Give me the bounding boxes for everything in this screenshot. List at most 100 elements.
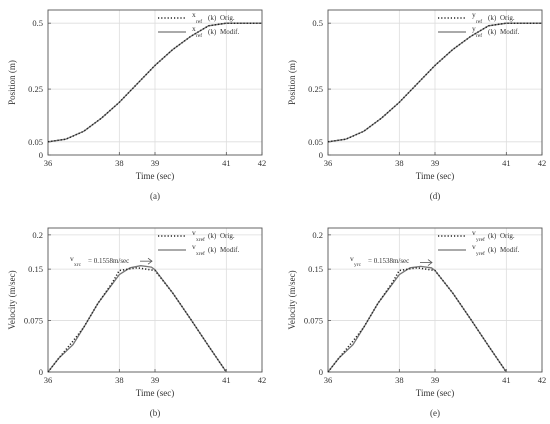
x-tick-label: 42 xyxy=(258,158,267,168)
x-axis-label: Time (sec) xyxy=(416,171,454,181)
x-tick-label: 42 xyxy=(538,375,547,385)
x-tick-label: 39 xyxy=(151,158,160,168)
x-tick-label: 38 xyxy=(115,158,124,168)
legend-symbol: v xyxy=(192,228,196,237)
series-line-orig xyxy=(327,267,507,373)
legend-label: Orig. xyxy=(500,232,515,240)
y-tick-label: 0 xyxy=(39,150,43,160)
y-tick-label: 0.5 xyxy=(32,18,43,28)
legend-arg: (k) xyxy=(488,28,497,36)
annotation-arrowhead xyxy=(147,257,153,265)
y-tick-label: 0.05 xyxy=(28,137,43,147)
chart-panel-e: 36 38 39 41 42 0 0.075 0.15 0.2 Time (sec) Velocit… xyxy=(287,227,547,418)
y-axis-label: Position (m) xyxy=(7,60,17,105)
legend: xref (k) Orig.xref (k) Modif. xyxy=(158,10,240,39)
chart-panel-d: 36 38 39 41 42 0 0.05 0.25 0.5 Time (sec) Position… xyxy=(287,9,547,201)
legend-label: Orig. xyxy=(220,232,235,240)
y-tick-label: 0.5 xyxy=(312,18,323,28)
legend: yref (k) Orig.yref (k) Modif. xyxy=(438,10,520,39)
annotation-symbol: v xyxy=(350,254,354,263)
annotation-subscript: xrc xyxy=(74,262,82,268)
x-tick-label: 42 xyxy=(258,375,267,385)
x-tick-label: 39 xyxy=(431,158,440,168)
y-tick-label: 0.075 xyxy=(24,316,43,326)
y-tick-label: 0.15 xyxy=(308,264,323,274)
y-tick-label: 0.2 xyxy=(32,230,43,240)
panel-caption: (d) xyxy=(430,191,441,201)
legend-label: Orig. xyxy=(500,14,515,22)
y-tick-label: 0.25 xyxy=(308,84,323,94)
y-tick-label: 0.15 xyxy=(28,264,43,274)
legend-symbol: v xyxy=(192,242,196,251)
y-tick-label: 0.25 xyxy=(28,84,43,94)
y-tick-label: 0 xyxy=(39,367,43,377)
x-tick-label: 41 xyxy=(222,158,231,168)
y-tick-label: 0.075 xyxy=(304,316,323,326)
series-line-orig xyxy=(47,267,227,373)
legend-symbol: y xyxy=(472,10,476,19)
legend-subscript: xref xyxy=(196,250,205,257)
legend-subscript: ref xyxy=(196,18,202,25)
legend-label: Modif. xyxy=(220,246,240,254)
x-tick-label: 39 xyxy=(431,375,440,385)
x-tick-label: 39 xyxy=(151,375,160,385)
y-tick-label: 0 xyxy=(319,150,323,160)
chart-panel-b: 36 38 39 41 42 0 0.075 0.15 0.2 Time (sec) Velocit… xyxy=(7,227,267,418)
legend-symbol: v xyxy=(472,242,476,251)
legend-symbol: y xyxy=(472,24,476,33)
x-tick-label: 38 xyxy=(115,375,124,385)
y-axis-label: Velocity (m/sec) xyxy=(287,270,297,329)
legend-label: Modif. xyxy=(220,28,240,36)
y-axis-label: Position (m) xyxy=(287,60,297,105)
x-axis-label: Time (sec) xyxy=(136,171,174,181)
legend-subscript: ref xyxy=(476,32,482,39)
legend-arg: (k) xyxy=(208,232,217,240)
x-tick-label: 36 xyxy=(44,158,53,168)
panel-caption: (a) xyxy=(150,191,160,201)
series-line-modif xyxy=(327,265,507,373)
annotation-text: = 0.1558m/sec xyxy=(88,257,129,265)
y-tick-label: 0.2 xyxy=(312,230,323,240)
legend-label: Modif. xyxy=(500,28,520,36)
legend-subscript: yref xyxy=(476,236,485,243)
x-tick-label: 36 xyxy=(324,375,333,385)
legend-arg: (k) xyxy=(208,246,217,254)
x-tick-label: 36 xyxy=(324,158,333,168)
y-tick-label: 0 xyxy=(319,367,323,377)
x-tick-label: 38 xyxy=(395,375,404,385)
legend-subscript: ref xyxy=(196,32,202,39)
annotation-text: = 0.1538m/sec xyxy=(368,257,409,265)
y-tick-label: 0.05 xyxy=(308,137,323,147)
legend-label: Orig. xyxy=(220,14,235,22)
legend-symbol: x xyxy=(192,24,196,33)
x-tick-label: 36 xyxy=(44,375,53,385)
legend-subscript: xref xyxy=(196,236,205,243)
annotation-subscript: yrc xyxy=(354,262,362,268)
legend-arg: (k) xyxy=(488,14,497,22)
x-tick-label: 38 xyxy=(395,158,404,168)
panel-caption: (e) xyxy=(430,408,440,418)
x-axis-label: Time (sec) xyxy=(136,388,174,398)
legend-subscript: ref xyxy=(476,18,482,25)
y-axis-label: Velocity (m/sec) xyxy=(7,270,17,329)
legend-arg: (k) xyxy=(488,232,497,240)
x-tick-label: 42 xyxy=(538,158,547,168)
legend-arg: (k) xyxy=(208,14,217,22)
series-line-modif xyxy=(47,265,227,373)
x-tick-label: 41 xyxy=(502,158,511,168)
annotation-symbol: v xyxy=(70,254,74,263)
legend-arg: (k) xyxy=(208,28,217,36)
series-line-orig xyxy=(47,22,262,143)
series-line-orig xyxy=(327,22,542,143)
legend-symbol: x xyxy=(192,10,196,19)
legend-subscript: yref xyxy=(476,250,485,257)
legend-label: Modif. xyxy=(500,246,520,254)
legend-arg: (k) xyxy=(488,246,497,254)
x-tick-label: 41 xyxy=(222,375,231,385)
annotation-arrowhead xyxy=(427,259,433,266)
